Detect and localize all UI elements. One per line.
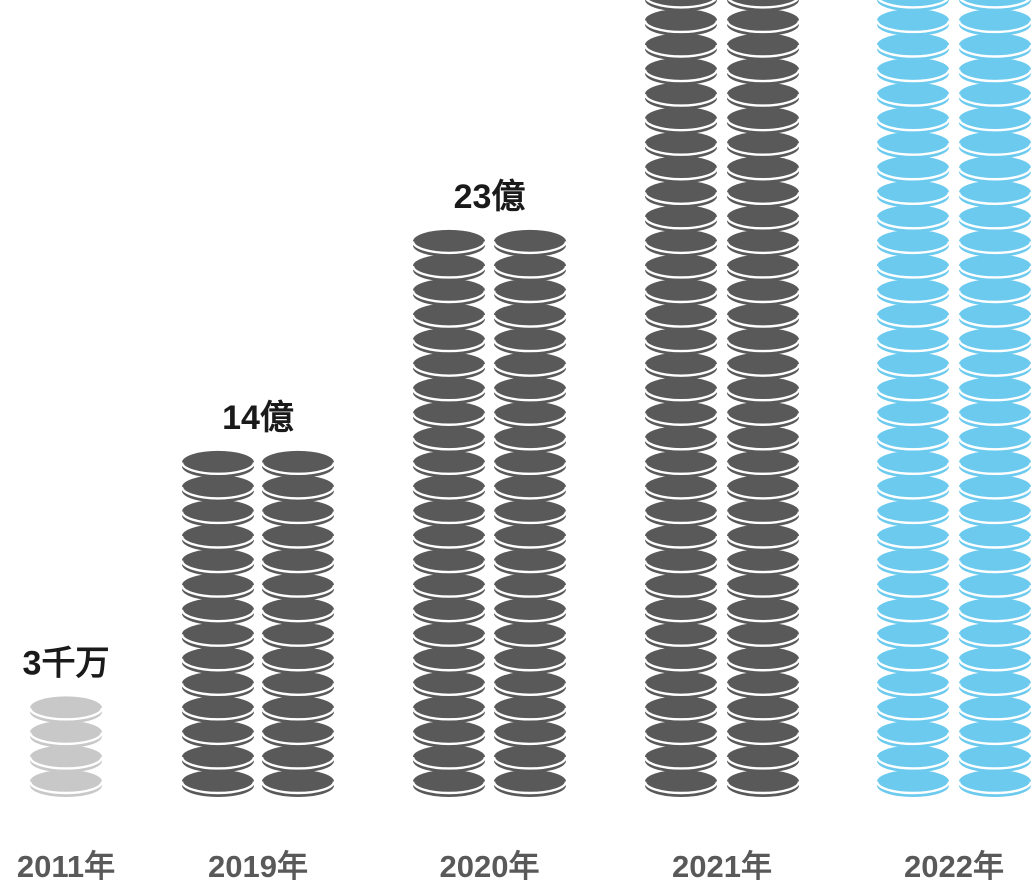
year-label: 2011年 — [17, 849, 115, 884]
coin-stack — [875, 0, 951, 798]
year-label: 2020年 — [440, 849, 540, 884]
coin-stack — [260, 450, 336, 798]
coin-stack — [411, 229, 487, 798]
value-label: 23億 — [454, 178, 526, 216]
coin-stack — [957, 0, 1032, 798]
value-label: 3千万 — [23, 644, 110, 682]
year-label: 2021年 — [672, 849, 772, 884]
coin-stack — [643, 0, 719, 798]
coin-stack — [492, 229, 568, 798]
coin-stack — [28, 696, 104, 798]
year-label: 2019年 — [208, 849, 308, 884]
coin-stack — [180, 450, 256, 798]
coin-stack — [725, 0, 801, 798]
value-label: 14億 — [222, 399, 294, 437]
year-label: 2022年 — [904, 849, 1004, 884]
